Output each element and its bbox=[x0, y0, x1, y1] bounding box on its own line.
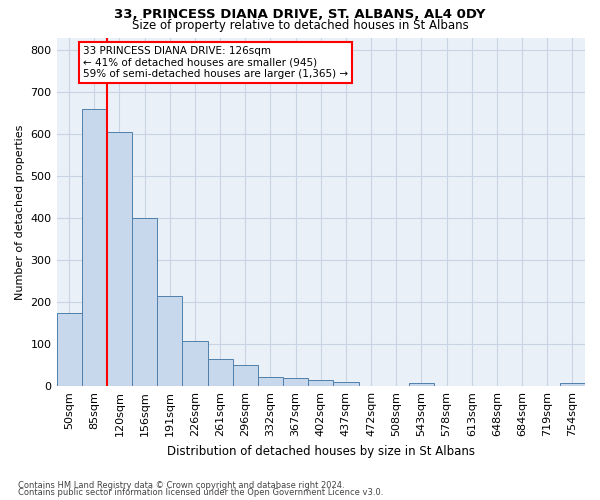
X-axis label: Distribution of detached houses by size in St Albans: Distribution of detached houses by size … bbox=[167, 444, 475, 458]
Bar bbox=[182, 341, 208, 386]
Bar bbox=[560, 383, 585, 386]
Bar bbox=[308, 380, 334, 386]
Bar bbox=[334, 382, 359, 386]
Bar bbox=[56, 312, 82, 386]
Bar bbox=[409, 383, 434, 386]
Bar bbox=[132, 218, 157, 386]
Text: 33 PRINCESS DIANA DRIVE: 126sqm
← 41% of detached houses are smaller (945)
59% o: 33 PRINCESS DIANA DRIVE: 126sqm ← 41% of… bbox=[83, 46, 348, 79]
Text: Contains public sector information licensed under the Open Government Licence v3: Contains public sector information licen… bbox=[18, 488, 383, 497]
Bar bbox=[233, 365, 258, 386]
Bar bbox=[82, 109, 107, 386]
Text: Size of property relative to detached houses in St Albans: Size of property relative to detached ho… bbox=[131, 18, 469, 32]
Bar bbox=[107, 132, 132, 386]
Bar bbox=[283, 378, 308, 386]
Text: Contains HM Land Registry data © Crown copyright and database right 2024.: Contains HM Land Registry data © Crown c… bbox=[18, 480, 344, 490]
Text: 33, PRINCESS DIANA DRIVE, ST. ALBANS, AL4 0DY: 33, PRINCESS DIANA DRIVE, ST. ALBANS, AL… bbox=[114, 8, 486, 20]
Y-axis label: Number of detached properties: Number of detached properties bbox=[15, 124, 25, 300]
Bar bbox=[208, 359, 233, 386]
Bar bbox=[258, 377, 283, 386]
Bar bbox=[157, 296, 182, 386]
